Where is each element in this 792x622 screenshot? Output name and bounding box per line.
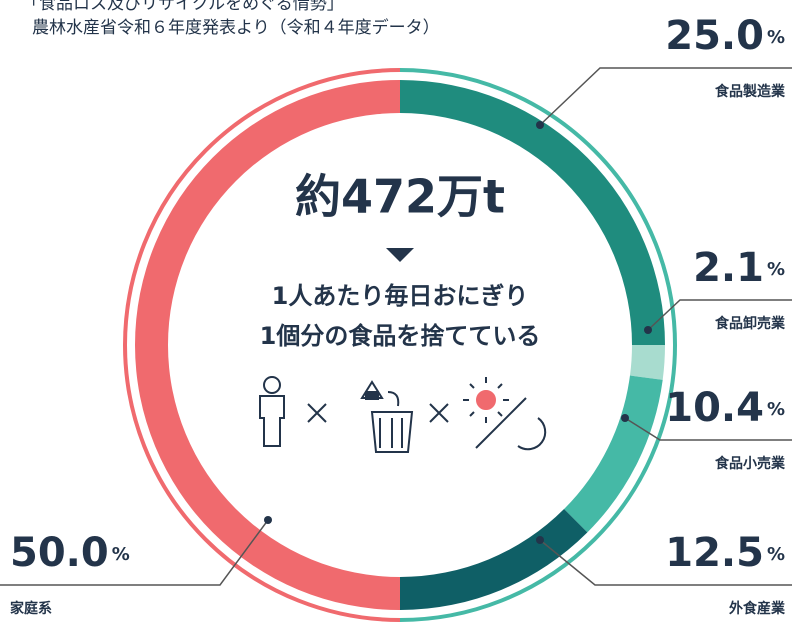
value-unit: % [112,544,130,565]
value-unit: % [767,259,785,280]
donut-segment [629,345,665,380]
category-label: 家庭系 [10,600,52,617]
source-note: 農林水産省令和６年度発表より（令和４年度データ） [32,17,440,38]
value-label: 12.5% [665,530,785,576]
center-line: 1人あたり毎日おにぎり [272,282,529,310]
value-label: 50.0% [10,530,130,576]
value-unit: % [767,544,785,565]
category-label: 外食産業 [729,600,786,617]
center-total: 約472万t [295,170,505,224]
leader-dot [621,414,629,422]
donut [135,80,665,610]
category-label: 食品卸売業 [715,315,786,332]
outer-ring [399,68,677,622]
leader-dot [644,326,652,334]
arrow-down [386,248,414,262]
icons [259,376,547,453]
value-number: 50.0 [10,530,109,576]
leader-line [0,519,269,586]
value-number: 2.1 [693,245,764,291]
value-number: 10.4 [665,385,764,431]
leader-line [539,539,792,586]
source-title: 「食品ロス及びリサイクルをめぐる情勢」 [22,0,344,14]
donut-segment [400,80,665,345]
leader-line [539,67,792,126]
value-label: 2.1% [693,245,785,291]
leader-dot [536,121,544,129]
donut-segment [564,375,663,533]
category-label: 食品小売業 [715,455,786,472]
donut-segment [135,80,400,610]
value-label: 10.4% [665,385,785,431]
leader-line [624,417,792,441]
value-unit: % [767,399,785,420]
leader-dot [536,536,544,544]
value-unit: % [767,27,785,48]
value-number: 12.5 [665,530,764,576]
value-label: 25.0% [665,13,785,59]
leader-line [647,299,792,331]
outer-ring [123,68,401,622]
center-line: 1個分の食品を捨てている [260,322,541,350]
category-label: 食品製造業 [715,83,786,100]
donut-segment [400,509,588,610]
labels: 25.0 % 食品製造業 2.1 % 食品卸売業 10.4 % 食品小売業 12.5 % 外食産業 50… [0,13,792,617]
leader-dot [264,516,272,524]
value-number: 25.0 [665,13,764,59]
